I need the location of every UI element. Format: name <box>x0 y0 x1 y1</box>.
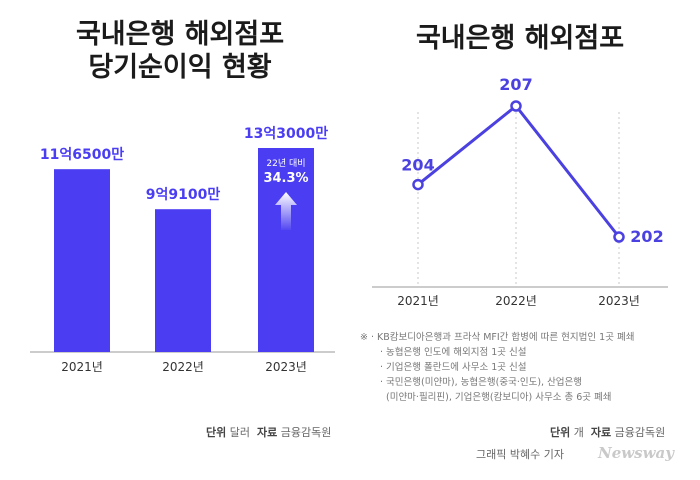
bar <box>155 209 211 352</box>
line-chart-source: 단위 개 자료 금융감독원 <box>550 426 666 439</box>
growth-value: 34.3% <box>263 171 308 186</box>
note-item: · 농협은행 인도에 해외지점 1곳 신설 <box>380 347 527 358</box>
line-point <box>510 100 522 112</box>
line-x-tick-label: 2021년 <box>397 294 439 308</box>
note-item: · 기업은행 폴란드에 사무소 1곳 신설 <box>380 362 527 373</box>
bar-data-label: 13억3000만 <box>244 126 328 142</box>
bar <box>258 148 314 352</box>
bar-chart-title-line2: 당기순이익 현황 <box>88 52 272 83</box>
line-data-label: 207 <box>499 75 532 94</box>
line-point <box>613 231 625 243</box>
bar-data-label: 9억9100만 <box>146 187 221 203</box>
bar-x-tick-label: 2022년 <box>162 360 204 374</box>
series-line <box>417 104 621 238</box>
line-data-label: 204 <box>401 156 434 175</box>
brand-logo: Newsway <box>598 444 674 462</box>
line-x-tick-label: 2022년 <box>495 294 537 308</box>
line-data-label: 202 <box>630 227 663 246</box>
note-item: · 국민은행(미얀마), 농협은행(중국·인도), 산업은행 <box>380 377 583 388</box>
bar-data-label: 11억6500만 <box>40 147 124 163</box>
line-x-tick-label: 2023년 <box>598 294 640 308</box>
bar-x-tick-label: 2023년 <box>265 360 307 374</box>
note-item: (미얀마·필리핀), 기업은행(캄보디아) 사무소 총 6곳 폐쇄 <box>386 392 612 403</box>
bar-chart-title-line1: 국내은행 해외점포 <box>75 19 285 50</box>
growth-caption: 22년 대비 <box>266 158 305 169</box>
bar-chart-title: 국내은행 해외점포 당기순이익 현황 <box>30 18 330 84</box>
line-point <box>412 178 424 191</box>
bar-x-tick-label: 2021년 <box>61 360 103 374</box>
graphic-credit: 그래픽 박혜수 기자 <box>476 448 564 461</box>
note-item: ※ · KB캄보디아은행과 프라삭 MFI간 합병에 따른 현지법인 1곳 폐쇄 <box>360 332 635 343</box>
line-chart-title: 국내은행 해외점포 <box>415 23 625 54</box>
bar-chart-source: 단위 달러 자료 금융감독원 <box>206 426 332 439</box>
line-chart-notes: ※ · KB캄보디아은행과 프라삭 MFI간 합병에 따른 현지법인 1곳 폐쇄… <box>360 330 690 405</box>
bar <box>54 169 110 352</box>
up-arrow-icon <box>275 192 297 230</box>
